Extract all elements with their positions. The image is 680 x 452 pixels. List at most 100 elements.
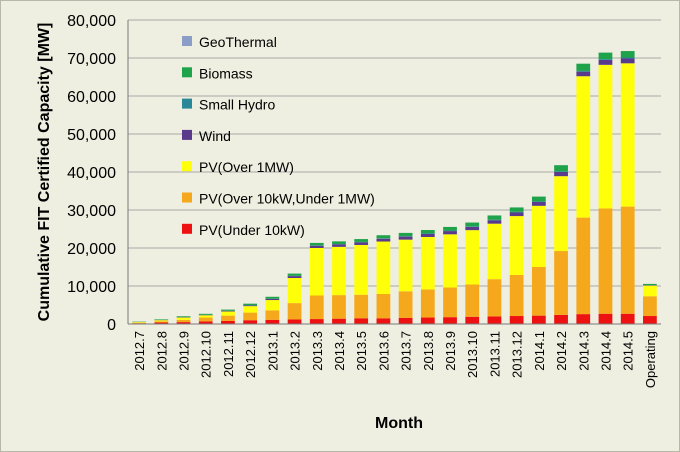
x-tick-label: 2013.1 (265, 331, 280, 371)
bar-segment (354, 239, 369, 242)
bar-segment (598, 59, 613, 60)
x-tick-label: 2013.3 (310, 331, 325, 371)
bar-segment (154, 319, 169, 320)
y-tick-label: 50,000 (67, 127, 116, 144)
bar-segment (132, 322, 146, 323)
x-tick-label: 2012.10 (199, 331, 214, 378)
bar-segment (465, 230, 480, 285)
legend-swatch (182, 129, 192, 140)
y-axis-title: Cumulative FIT Certified Capacity [MW] (36, 23, 53, 322)
bar-segment (598, 52, 613, 60)
x-tick-label: 2013.12 (510, 331, 525, 378)
bar-segment (487, 223, 502, 280)
bar-segment (509, 216, 524, 275)
bar-segment (221, 311, 235, 316)
bar-segment (643, 285, 657, 297)
bar-segment (154, 321, 169, 323)
bar-segment (531, 202, 546, 206)
bar-segment (598, 59, 613, 65)
bar-segment (531, 267, 546, 316)
legend-swatch (182, 36, 192, 46)
bar-segment (576, 76, 591, 218)
bar-segment (309, 248, 324, 296)
bar-segment (221, 315, 235, 321)
legend-swatch (182, 67, 192, 78)
bar-segment (465, 226, 480, 231)
y-tick-label: 40,000 (67, 165, 116, 182)
bar-segment (509, 316, 524, 324)
bar-segment (487, 215, 502, 220)
bar-segment (509, 207, 524, 212)
bar-segment (221, 310, 235, 312)
bar-segment (465, 316, 480, 324)
bar-segment (465, 284, 480, 317)
bar-segment (554, 171, 568, 172)
bar-segment (354, 244, 369, 295)
bar-segment (487, 219, 502, 221)
bar-segment (420, 230, 435, 234)
bar-segment (643, 283, 657, 286)
x-tick-label: 2013.6 (376, 331, 391, 371)
bar-segment (509, 212, 524, 217)
bar-segment (576, 71, 591, 77)
bar-segment (287, 273, 302, 276)
bar-segment (487, 220, 502, 224)
y-tick-label: 60,000 (67, 89, 116, 106)
bar-segment (554, 176, 568, 252)
bar-segment (265, 300, 280, 311)
bar-segment (376, 235, 391, 239)
y-tick-label: 20,000 (67, 241, 116, 258)
bar-segment (487, 316, 502, 324)
bar-segment (287, 276, 302, 279)
bar-segment (465, 226, 480, 227)
bar-segment (243, 312, 258, 321)
bar-segment (531, 315, 546, 324)
legend-label: GeoThermal (199, 34, 277, 50)
bar-segment (420, 233, 435, 237)
bar-segment (620, 51, 635, 58)
bar-segment (598, 313, 613, 324)
bar-segment (376, 241, 391, 294)
bar-segment (554, 172, 568, 177)
bar-segment (221, 320, 235, 324)
bar-segment (243, 303, 258, 306)
bar-segment (620, 313, 635, 324)
bar-segment (354, 242, 369, 245)
bar-segment (620, 206, 635, 314)
bar-segment (376, 238, 391, 242)
bar-segment (287, 319, 302, 324)
bar-segment (531, 196, 546, 202)
bar-segment (198, 317, 213, 322)
y-tick-label: 10,000 (67, 279, 116, 296)
legend-label: Small Hydro (199, 97, 275, 113)
bar-segment (354, 294, 369, 319)
legend-label: Wind (199, 128, 231, 144)
x-tick-label: 2013.5 (354, 331, 369, 371)
bar-segment (332, 246, 346, 296)
bar-segment (354, 318, 369, 324)
bar-segment (443, 230, 457, 232)
bar-segment (443, 287, 457, 318)
gridlines (128, 19, 661, 287)
bar-segment (309, 242, 324, 246)
bar-segment (332, 295, 346, 319)
bar-segment (620, 63, 635, 207)
bar-segment (576, 63, 591, 71)
bar-segment (398, 317, 413, 324)
y-tick-label: 70,000 (67, 51, 116, 68)
bar-segment (376, 293, 391, 319)
y-tick-label: 0 (107, 317, 116, 334)
bar-segment (420, 289, 435, 318)
legend-swatch (182, 161, 192, 172)
bar-segment (576, 314, 591, 324)
bar-segment (154, 320, 169, 322)
bar-segment (398, 291, 413, 318)
legend-swatch (182, 192, 192, 203)
bar-segment (398, 239, 413, 292)
bar-segment (598, 64, 613, 209)
bar-segment (643, 316, 657, 324)
legend: GeoThermal Biomass Small Hydro Wind PV(Over … (182, 34, 375, 238)
legend-label: PV(Under 10kW) (199, 222, 305, 238)
bar-segment (176, 316, 191, 318)
